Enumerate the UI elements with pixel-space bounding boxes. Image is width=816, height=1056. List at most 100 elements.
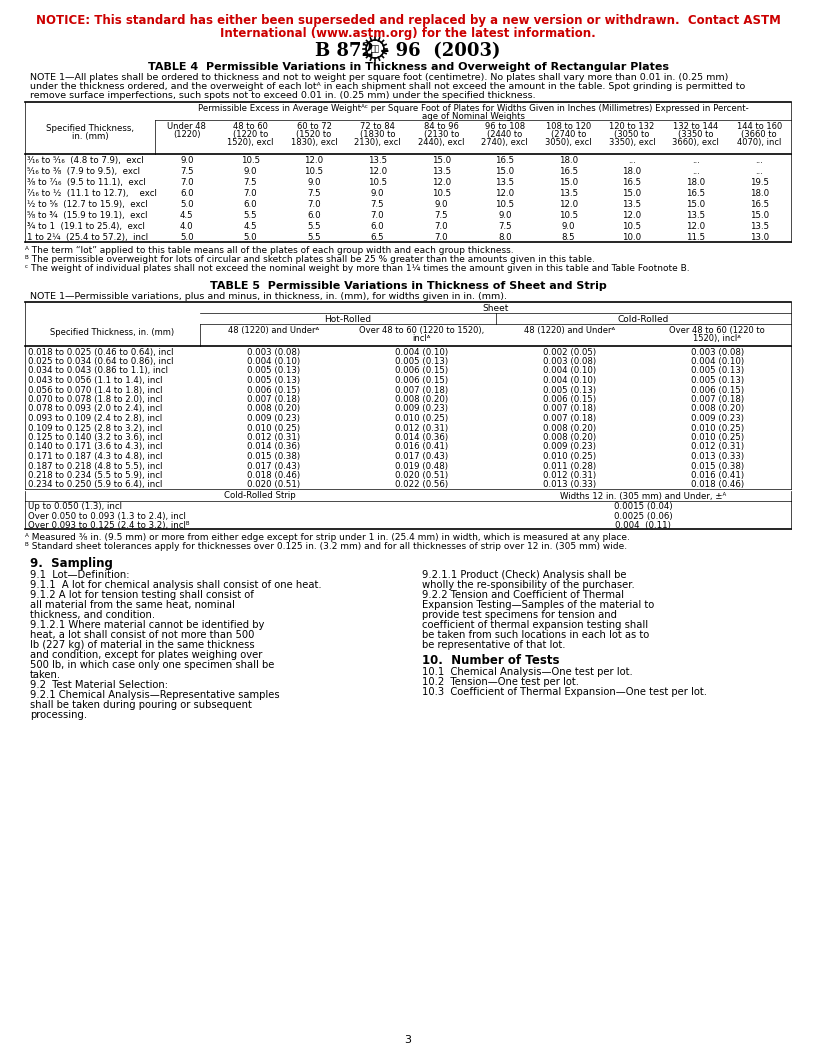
Text: 13.5: 13.5 xyxy=(432,167,450,176)
Text: 6.0: 6.0 xyxy=(244,200,257,209)
Text: NOTE 1—All plates shall be ordered to thickness and not to weight per square foo: NOTE 1—All plates shall be ordered to th… xyxy=(30,73,729,82)
Text: 1830), excl: 1830), excl xyxy=(290,138,337,147)
Text: 72 to 84: 72 to 84 xyxy=(360,122,395,131)
Text: (2130 to: (2130 to xyxy=(424,130,459,139)
Text: 9.0: 9.0 xyxy=(498,211,512,220)
Text: 5.5: 5.5 xyxy=(307,233,321,242)
Text: taken.: taken. xyxy=(30,670,61,680)
Text: 0.013 (0.33): 0.013 (0.33) xyxy=(690,452,743,461)
Text: 96 to 108: 96 to 108 xyxy=(485,122,525,131)
Text: 10.5: 10.5 xyxy=(304,167,324,176)
Text: Permissible Excess in Average Weightᴬᶜ per Square Foot of Plates for Widths Give: Permissible Excess in Average Weightᴬᶜ p… xyxy=(197,103,748,113)
Text: Over 48 to 60 (1220 to 1520),: Over 48 to 60 (1220 to 1520), xyxy=(359,326,484,335)
Text: 0.070 to 0.078 (1.8 to 2.0), incl: 0.070 to 0.078 (1.8 to 2.0), incl xyxy=(28,395,162,404)
Text: 9.1  Lot—Definition:: 9.1 Lot—Definition: xyxy=(30,570,130,580)
Text: 0.010 (0.25): 0.010 (0.25) xyxy=(395,414,448,423)
Text: (1830 to: (1830 to xyxy=(360,130,395,139)
Text: 12.0: 12.0 xyxy=(686,222,705,231)
Text: 0.010 (0.25): 0.010 (0.25) xyxy=(543,452,596,461)
Text: 4.5: 4.5 xyxy=(180,211,193,220)
Text: 0.008 (0.20): 0.008 (0.20) xyxy=(395,395,448,404)
Text: Widths 12 in. (305 mm) and Under, ±ᴬ: Widths 12 in. (305 mm) and Under, ±ᴬ xyxy=(560,491,726,501)
Text: Over 0.093 to 0.125 (2.4 to 3.2), inclᴮ: Over 0.093 to 0.125 (2.4 to 3.2), inclᴮ xyxy=(28,521,189,530)
Text: 0.140 to 0.171 (3.6 to 4.3), incl: 0.140 to 0.171 (3.6 to 4.3), incl xyxy=(28,442,162,452)
Text: 9.1.1  A lot for chemical analysis shall consist of one heat.: 9.1.1 A lot for chemical analysis shall … xyxy=(30,580,322,590)
Text: 60 to 72: 60 to 72 xyxy=(296,122,331,131)
Text: 0.171 to 0.187 (4.3 to 4.8), incl: 0.171 to 0.187 (4.3 to 4.8), incl xyxy=(28,452,162,461)
Text: 10.  Number of Tests: 10. Number of Tests xyxy=(422,654,560,667)
Text: 0.056 to 0.070 (1.4 to 1.8), incl: 0.056 to 0.070 (1.4 to 1.8), incl xyxy=(28,385,162,395)
Text: 0.018 (0.46): 0.018 (0.46) xyxy=(690,480,743,490)
Text: (3660 to: (3660 to xyxy=(742,130,777,139)
Text: 0.020 (0.51): 0.020 (0.51) xyxy=(247,480,300,490)
Text: 2130), excl: 2130), excl xyxy=(354,138,401,147)
Text: (2740 to: (2740 to xyxy=(551,130,586,139)
Text: 10.5: 10.5 xyxy=(368,178,387,187)
Text: 10.5: 10.5 xyxy=(559,211,578,220)
Text: 9.1.2.1 Where material cannot be identified by: 9.1.2.1 Where material cannot be identif… xyxy=(30,620,264,630)
Text: 0.005 (0.13): 0.005 (0.13) xyxy=(543,385,596,395)
Text: 10.2  Tension—One test per lot.: 10.2 Tension—One test per lot. xyxy=(422,677,579,687)
Text: NOTICE: This standard has either been superseded and replaced by a new version o: NOTICE: This standard has either been su… xyxy=(36,14,780,27)
Text: 0.006 (0.15): 0.006 (0.15) xyxy=(395,376,448,385)
Text: International (www.astm.org) for the latest information.: International (www.astm.org) for the lat… xyxy=(220,27,596,40)
Text: 0.005 (0.13): 0.005 (0.13) xyxy=(247,366,300,376)
Text: 7.5: 7.5 xyxy=(370,200,384,209)
Text: 0.003 (0.08): 0.003 (0.08) xyxy=(690,347,743,357)
Text: 3050), excl: 3050), excl xyxy=(545,138,592,147)
Text: wholly the re-sponsibility of the purchaser.: wholly the re-sponsibility of the purcha… xyxy=(422,580,635,590)
Text: 0.109 to 0.125 (2.8 to 3.2), incl: 0.109 to 0.125 (2.8 to 3.2), incl xyxy=(28,423,162,433)
Text: age of Nominal Weights: age of Nominal Weights xyxy=(422,112,525,121)
Text: 9.0: 9.0 xyxy=(180,156,193,165)
Text: Specified Thickness, in. (mm): Specified Thickness, in. (mm) xyxy=(51,328,175,337)
Text: ...: ... xyxy=(692,156,699,165)
Text: TABLE 5  Permissible Variations in Thickness of Sheet and Strip: TABLE 5 Permissible Variations in Thickn… xyxy=(210,281,606,291)
Text: 3660), excl: 3660), excl xyxy=(672,138,719,147)
Text: ᶜ The weight of individual plates shall not exceed the nominal weight by more th: ᶜ The weight of individual plates shall … xyxy=(25,264,690,274)
Text: (2440 to: (2440 to xyxy=(487,130,522,139)
Text: 0.009 (0.23): 0.009 (0.23) xyxy=(543,442,596,452)
Text: 12.0: 12.0 xyxy=(304,156,324,165)
Text: 16.5: 16.5 xyxy=(495,156,514,165)
Text: 120 to 132: 120 to 132 xyxy=(610,122,654,131)
Text: 9.2.1.1 Product (Check) Analysis shall be: 9.2.1.1 Product (Check) Analysis shall b… xyxy=(422,570,627,580)
Text: 13.5: 13.5 xyxy=(495,178,514,187)
Text: 0.005 (0.13): 0.005 (0.13) xyxy=(690,366,743,376)
Text: 0.078 to 0.093 (2.0 to 2.4), incl: 0.078 to 0.093 (2.0 to 2.4), incl xyxy=(28,404,162,414)
Text: under the thickness ordered, and the overweight of each lotᴬ in each shipment sh: under the thickness ordered, and the ove… xyxy=(30,82,745,91)
Text: 13.5: 13.5 xyxy=(750,222,769,231)
Text: 0.010 (0.25): 0.010 (0.25) xyxy=(247,423,300,433)
Text: 48 (1220) and Underᴬ: 48 (1220) and Underᴬ xyxy=(524,326,615,335)
Text: 0.003 (0.08): 0.003 (0.08) xyxy=(543,357,596,366)
Text: 10.5: 10.5 xyxy=(241,156,260,165)
Text: 15.0: 15.0 xyxy=(686,200,705,209)
Text: 0.004 (0.10): 0.004 (0.10) xyxy=(690,357,743,366)
Text: 0.017 (0.43): 0.017 (0.43) xyxy=(247,461,300,471)
Text: 4.5: 4.5 xyxy=(244,222,257,231)
Text: 0.008 (0.20): 0.008 (0.20) xyxy=(247,404,300,414)
Text: 0.011 (0.28): 0.011 (0.28) xyxy=(543,461,596,471)
Text: 0.008 (0.20): 0.008 (0.20) xyxy=(690,404,743,414)
Text: 13.5: 13.5 xyxy=(623,200,641,209)
Text: 7.5: 7.5 xyxy=(307,189,321,199)
Text: 9.0: 9.0 xyxy=(561,222,575,231)
Text: 15.0: 15.0 xyxy=(559,178,578,187)
Text: 13.0: 13.0 xyxy=(750,233,769,242)
Text: 132 to 144: 132 to 144 xyxy=(673,122,718,131)
Text: 5.0: 5.0 xyxy=(180,233,193,242)
Text: 0.003 (0.08): 0.003 (0.08) xyxy=(247,347,300,357)
Text: ...: ... xyxy=(756,156,763,165)
Text: Sheet: Sheet xyxy=(482,304,508,313)
Text: in. (mm): in. (mm) xyxy=(72,132,109,142)
Text: inclᴬ: inclᴬ xyxy=(412,334,431,343)
Text: 0.004 (0.10): 0.004 (0.10) xyxy=(247,357,300,366)
Text: (1220): (1220) xyxy=(173,130,201,139)
Text: remove surface imperfections, such spots not to exceed 0.01 in. (0.25 mm) under : remove surface imperfections, such spots… xyxy=(30,91,535,100)
Text: 0.010 (0.25): 0.010 (0.25) xyxy=(690,433,743,442)
Text: 500 lb, in which case only one specimen shall be: 500 lb, in which case only one specimen … xyxy=(30,660,274,670)
Text: 1520), excl: 1520), excl xyxy=(227,138,273,147)
Text: 16.5: 16.5 xyxy=(750,200,769,209)
Text: 0.007 (0.18): 0.007 (0.18) xyxy=(395,385,448,395)
Text: 15.0: 15.0 xyxy=(623,189,641,199)
Text: ᴬ Measured ³⁄₈ in. (9.5 mm) or more from either edge except for strip under 1 in: ᴬ Measured ³⁄₈ in. (9.5 mm) or more from… xyxy=(25,533,630,542)
